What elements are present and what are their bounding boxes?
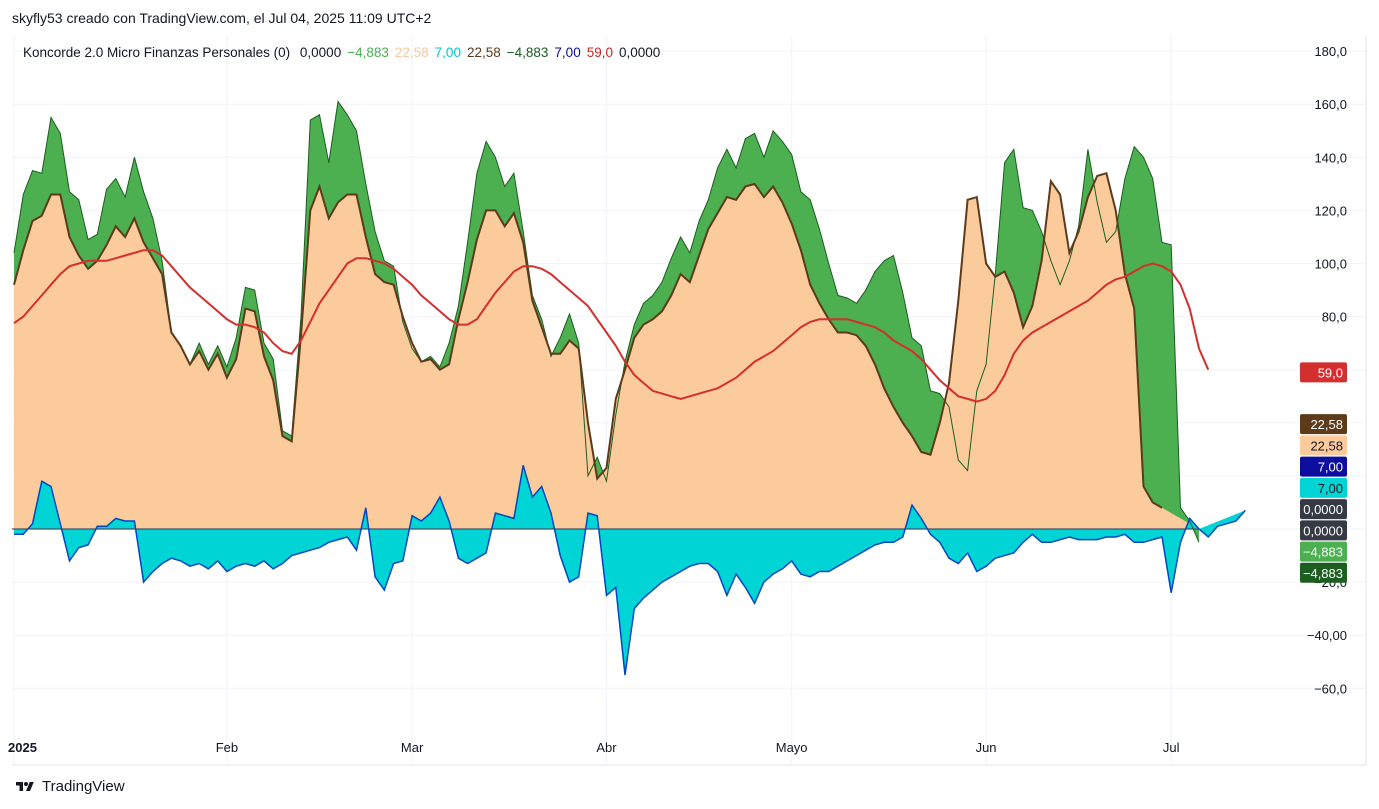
price-label-box	[1300, 520, 1347, 541]
price-label-box	[1300, 541, 1347, 562]
legend-value-1: −4,883	[347, 45, 389, 60]
price-labels: 59,0 22,58 22,58 7,00 7,00 0,0000 0,0000 −4,883…	[1300, 362, 1347, 583]
legend-value-7: 59,0	[586, 45, 613, 60]
price-label-box	[1300, 562, 1347, 583]
y-tick-label: 120,0	[1314, 203, 1347, 218]
price-label-text: 59,0	[1318, 365, 1343, 380]
x-tick-label: 2025	[8, 740, 37, 755]
price-label-box	[1300, 456, 1347, 477]
time-axis: 2025 Feb Mar Abr Mayo Jun Jul	[8, 740, 1180, 755]
y-tick-label: −60,0	[1314, 681, 1347, 696]
y-tick-label: 80,0	[1322, 310, 1347, 325]
price-label-text: 0,0000	[1303, 523, 1343, 538]
x-tick-label: Abr	[596, 740, 617, 755]
price-label-box	[1300, 499, 1347, 520]
roja-line	[13, 249, 1210, 403]
verde-line	[13, 100, 1200, 543]
legend-value-3: 7,00	[434, 45, 461, 60]
y-tick-label: −40,00	[1307, 628, 1347, 643]
azul-line	[14, 465, 1246, 676]
chart-lines	[12, 100, 1246, 676]
legend-value-0: 0,0000	[299, 45, 342, 60]
price-label-box	[1300, 435, 1347, 456]
x-tick-label: Jun	[976, 740, 997, 755]
credit-text: skyfly53 creado con TradingView.com, el …	[12, 10, 432, 26]
y-tick-label: 100,0	[1314, 257, 1347, 272]
price-label-text: 7,00	[1318, 460, 1343, 475]
price-label-text: 22,58	[1310, 417, 1343, 432]
price-label-text: 22,58	[1310, 438, 1343, 453]
x-tick-label: Mar	[401, 740, 424, 755]
y-tick-label: 160,0	[1314, 97, 1347, 112]
legend-value-6: 7,00	[554, 45, 581, 60]
chart-fills	[14, 101, 1246, 675]
legend-value-2: 22,58	[394, 45, 429, 60]
y-tick-label: 180,0	[1314, 44, 1347, 59]
price-label-text: −4,883	[1303, 545, 1343, 560]
tradingview-logo-icon	[16, 781, 34, 791]
y-tick-label: 140,0	[1314, 150, 1347, 165]
indicator-values: 0,0000 −4,883 22,58 7,00 22,58 −4,883 7,00 59,0…	[300, 45, 666, 60]
price-label-text: −4,883	[1303, 566, 1343, 581]
marron-line	[13, 171, 1163, 509]
azul-area	[14, 465, 1246, 675]
x-tick-label: Mayo	[776, 740, 808, 755]
indicator-title: Koncorde 2.0 Micro Finanzas Personales (…	[23, 45, 291, 60]
tradingview-brand[interactable]: TradingView	[14, 778, 125, 795]
indicator-legend[interactable]: Koncorde 2.0 Micro Finanzas Personales (…	[23, 45, 672, 60]
legend-value-4: 22,58	[466, 45, 501, 60]
legend-value-5: −4,883	[506, 45, 549, 60]
price-label-text: 7,00	[1318, 481, 1343, 496]
price-label-text: 0,0000	[1303, 502, 1343, 517]
x-tick-label: Feb	[216, 740, 238, 755]
marron-area	[14, 173, 1199, 529]
price-label-box	[1300, 414, 1347, 435]
price-label-box	[1300, 477, 1347, 498]
price-label-box	[1300, 362, 1347, 383]
legend-value-8: 0,0000	[618, 45, 661, 60]
x-tick-label: Jul	[1163, 740, 1180, 755]
tradingview-brand-label: TradingView	[42, 778, 125, 795]
